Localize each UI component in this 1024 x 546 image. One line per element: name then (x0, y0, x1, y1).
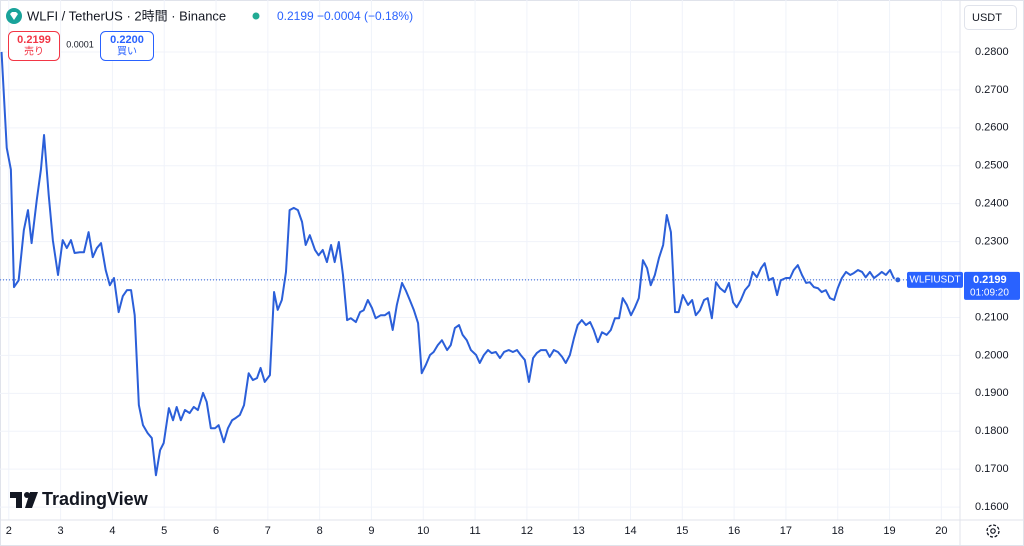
x-tick-label: 18 (832, 525, 844, 537)
price-tag (964, 271, 1020, 300)
y-tick-label: 0.2500 (975, 160, 1009, 172)
x-tick-label: 16 (728, 525, 740, 537)
y-tick-label: 0.2400 (975, 198, 1009, 210)
x-tick-label: 13 (573, 525, 585, 537)
grid (0, 0, 960, 520)
logo-mark (25, 492, 38, 508)
symbol-title[interactable]: WLFI / TetherUS · 2時間 · Binance (27, 8, 226, 23)
market-status (252, 12, 260, 20)
price-tag-price: 0.2199 (973, 274, 1007, 286)
last-point (894, 276, 902, 284)
x-tick-label: 11 (469, 525, 480, 537)
y-tick-label: 0.1900 (975, 387, 1009, 399)
header-price: 0.2199 (277, 9, 314, 23)
y-tick-label: 0.2800 (975, 46, 1009, 58)
x-tick-label: 17 (780, 525, 792, 537)
settings-icon[interactable] (986, 524, 1000, 538)
currency-button[interactable] (964, 5, 1017, 30)
x-tick-label: 9 (368, 525, 374, 537)
symbol-tag (907, 271, 963, 288)
sell-button[interactable] (8, 31, 60, 61)
x-tick-label: 8 (317, 525, 323, 537)
x-tick-label: 12 (521, 525, 533, 537)
y-tick-label: 0.2600 (975, 122, 1009, 134)
logo-mark (10, 492, 22, 508)
x-tick-label: 7 (265, 525, 271, 537)
y-tick-label: 0.1800 (975, 425, 1009, 437)
buy-price: 0.2200 (110, 34, 144, 46)
logo-text: TradingView (42, 489, 149, 509)
symbol-tag-text: WLFIUSDT (909, 275, 960, 286)
header-change: −0.0004 (−0.18%) (317, 9, 413, 23)
x-tick-label: 2 (6, 525, 12, 537)
x-tick-label: 14 (624, 525, 636, 537)
logo-mark (24, 492, 30, 498)
settings-icon-center (990, 528, 996, 534)
currency: USDT (972, 12, 1002, 24)
x-tick-label: 6 (213, 525, 219, 537)
x-tick-label: 10 (417, 525, 429, 537)
price-tag-countdown: 01:09:20 (970, 288, 1009, 299)
y-tick-label: 0.2700 (975, 84, 1009, 96)
y-tick-label: 0.2300 (975, 236, 1009, 248)
buy-label: 買い (117, 46, 137, 58)
price-line (0, 51, 899, 477)
spread: 0.0001 (66, 39, 94, 49)
y-tick-label: 0.2100 (975, 311, 1009, 323)
x-tick-label: 20 (935, 525, 947, 537)
plot (0, 51, 960, 477)
buy-button[interactable] (100, 31, 154, 61)
sell-label: 売り (24, 45, 44, 58)
y-tick-label: 0.1700 (975, 463, 1009, 475)
x-tick-label: 19 (883, 525, 895, 537)
sell-price: 0.2199 (17, 34, 51, 46)
x-tick-label: 4 (109, 525, 115, 537)
x-tick-label: 5 (161, 525, 167, 537)
x-tick-label: 3 (58, 525, 64, 537)
symbol-logo-mark (10, 12, 18, 20)
x-tick-label: 15 (676, 525, 688, 537)
y-tick-label: 0.2000 (975, 349, 1009, 361)
y-tick-label: 0.1600 (975, 501, 1009, 513)
